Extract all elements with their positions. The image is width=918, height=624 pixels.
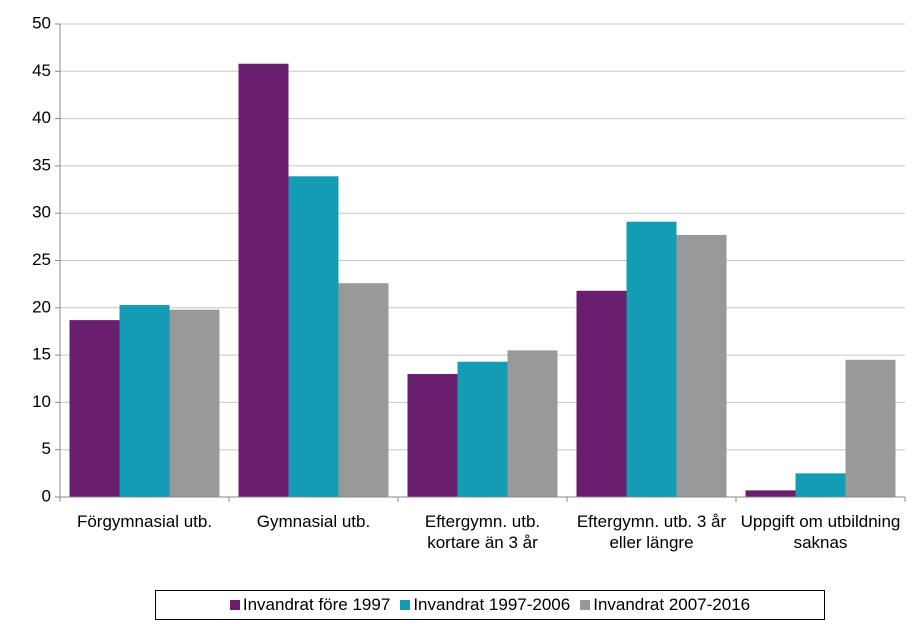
bar: [288, 176, 339, 497]
bar: [745, 490, 796, 497]
y-tick-label: 40: [32, 108, 51, 127]
bar: [676, 234, 727, 497]
legend-item: Invandrat 2007-2016: [580, 595, 750, 615]
bar: [576, 290, 627, 497]
x-tick-label: Uppgift om utbildning saknas: [740, 512, 901, 552]
bar: [457, 361, 508, 497]
bar: [507, 350, 558, 497]
legend-label: Invandrat 1997-2006: [413, 595, 571, 614]
bar: [845, 359, 896, 497]
y-tick-label: 10: [32, 392, 51, 411]
y-tick-label: 5: [42, 439, 51, 458]
legend-item: Invandrat 1997-2006: [400, 595, 570, 615]
x-tick-label: Eftergymn. utb. 3 år eller längre: [576, 512, 727, 552]
bar: [407, 374, 458, 497]
bar: [626, 221, 677, 498]
y-tick-label: 35: [32, 155, 51, 174]
bar: [338, 283, 389, 497]
bar: [169, 309, 220, 497]
legend-item: Invandrat före 1997: [229, 595, 391, 615]
x-tick-label: Gymnasial utb.: [256, 512, 371, 531]
y-tick-label: 0: [42, 486, 51, 505]
bar: [69, 320, 120, 497]
legend-swatch: [580, 600, 591, 610]
chart: 0 5 10 15 20 25 30 35 40 45 50: [32, 13, 906, 505]
y-tick-label: 30: [32, 203, 51, 222]
x-tick-label: Förgymnasial utb.: [76, 512, 213, 531]
y-tick-label: 25: [32, 250, 51, 269]
legend-swatch: [400, 600, 411, 610]
y-tick-label: 45: [32, 61, 51, 80]
bar: [238, 63, 289, 498]
legend-label: Invandrat 2007-2016: [593, 595, 751, 614]
y-tick-label: 15: [32, 345, 51, 364]
legend-swatch: [229, 600, 240, 610]
x-tick-label: Eftergymn. utb. kortare än 3 år: [424, 512, 541, 552]
legend: Invandrat före 1997 Invandrat 1997-2006 In…: [155, 590, 825, 620]
y-tick-label: 50: [32, 13, 51, 32]
legend-label: Invandrat före 1997: [242, 595, 391, 614]
bar: [795, 473, 846, 497]
y-tick-label: 20: [32, 297, 51, 316]
bar: [119, 304, 170, 497]
